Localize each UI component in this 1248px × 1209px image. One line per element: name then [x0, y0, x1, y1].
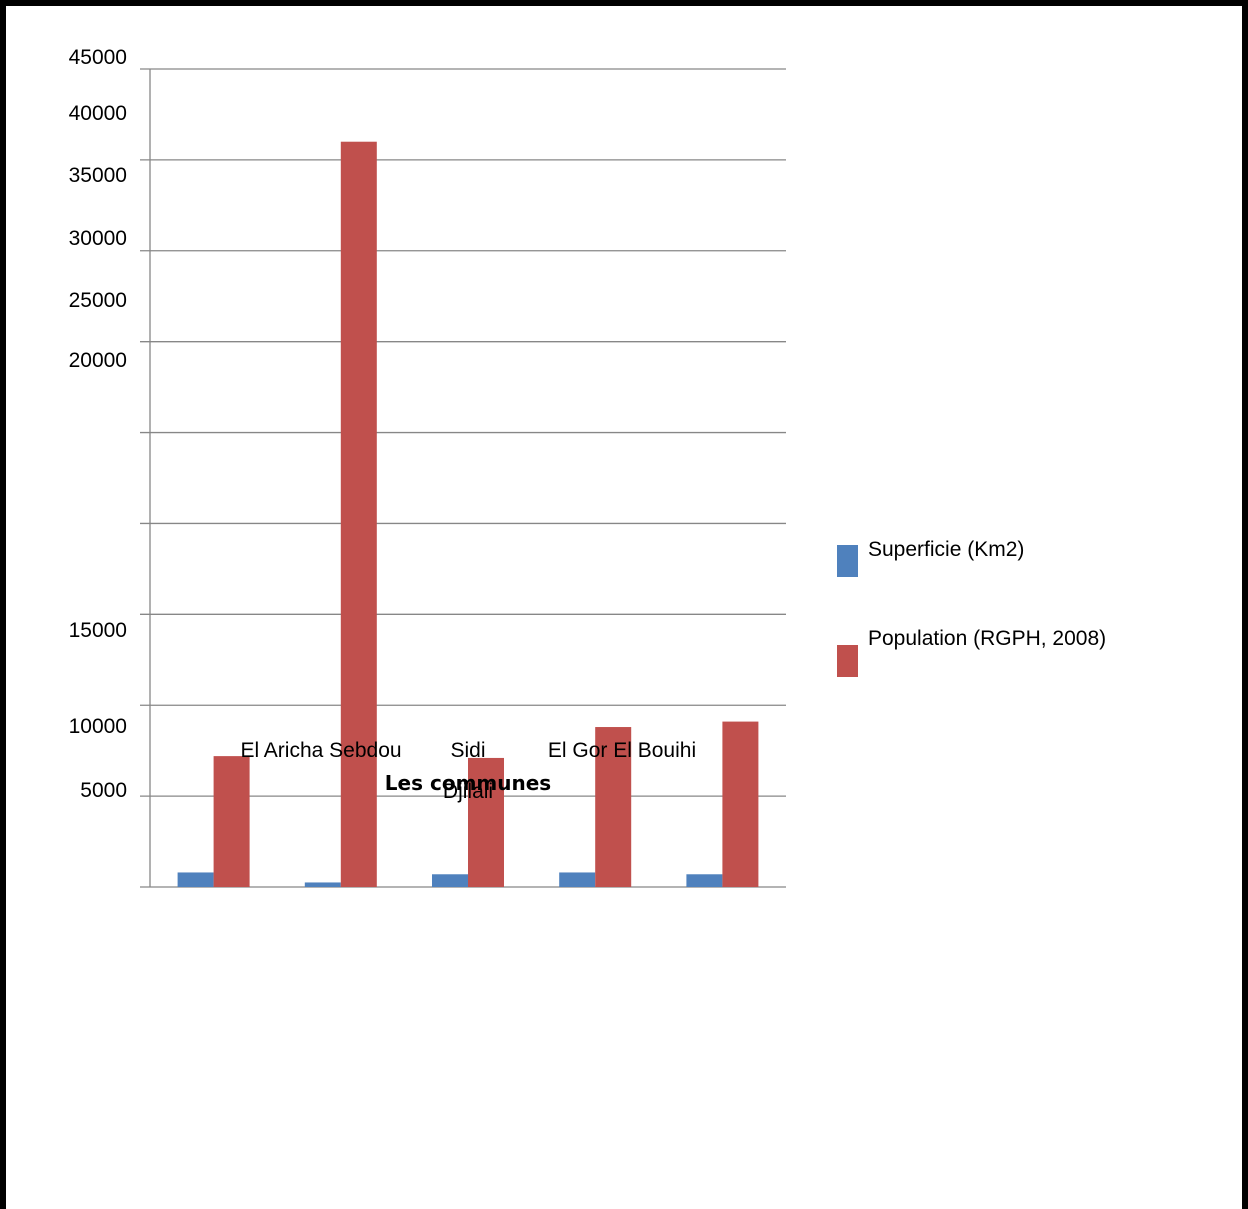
- y-tick-label: 5000: [80, 779, 127, 802]
- x-category-labels: El Aricha Sebdou Sidi Djilali El Gor El Bou…: [240, 739, 696, 803]
- bar-superficie-1: [304, 882, 341, 887]
- bar-population-0: [213, 756, 250, 887]
- y-tick-label: 20000: [69, 349, 127, 372]
- y-tick-label: 30000: [69, 227, 127, 250]
- bar-population-1: [340, 141, 377, 887]
- bar-population-2: [468, 757, 504, 887]
- y-tick-label: 10000: [69, 715, 127, 738]
- bar-superficie-4: [686, 874, 723, 887]
- x-axis-title: Les communes: [385, 771, 551, 795]
- x-category-label: Sidi: [450, 739, 485, 762]
- bar-population-3: [595, 727, 632, 887]
- legend: Superficie (Km2) Population (RGPH, 2008): [837, 538, 1106, 677]
- bar-population-4: [722, 721, 759, 887]
- y-tick-labels: 45000 40000 35000 30000 25000 20000 15000 10000…: [69, 46, 127, 802]
- x-category-label: Djilali: [443, 780, 493, 803]
- bar-superficie-2: [432, 874, 468, 887]
- legend-swatch: [837, 545, 858, 577]
- legend-swatch: [837, 645, 858, 677]
- x-category-label: El Aricha Sebdou: [240, 739, 401, 762]
- y-tick-label: 35000: [69, 164, 127, 187]
- legend-label: Superficie (Km2): [868, 538, 1024, 561]
- x-category-label: El Gor El Bouihi: [548, 739, 696, 762]
- legend-label: Population (RGPH, 2008): [868, 627, 1106, 650]
- y-tick-label: 15000: [69, 619, 127, 642]
- bars: [177, 141, 759, 887]
- bar-superficie-3: [559, 872, 596, 887]
- bar-superficie-0: [177, 872, 214, 887]
- y-tick-label: 45000: [69, 46, 127, 69]
- y-tick-label: 40000: [69, 102, 127, 125]
- y-tick-label: 25000: [69, 289, 127, 312]
